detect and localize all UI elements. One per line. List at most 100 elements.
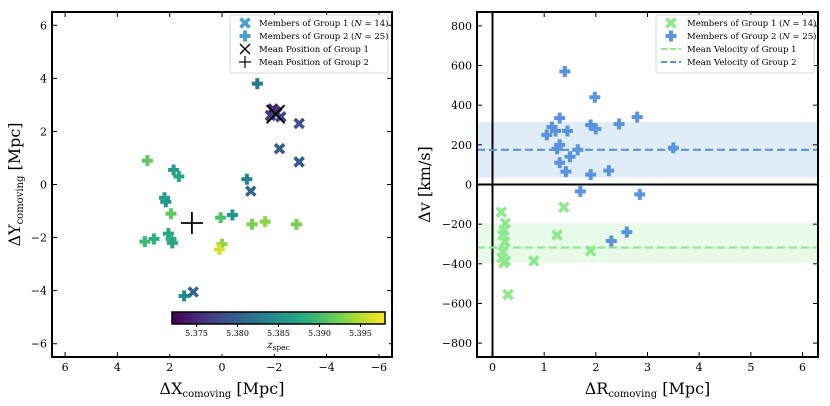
group2-member-marker xyxy=(590,123,602,135)
group1-velocity-band xyxy=(477,223,818,263)
right-ytick-label: −400 xyxy=(442,258,472,271)
group1-member-marker xyxy=(528,255,540,267)
left-ytick-label: 4 xyxy=(40,72,47,85)
right-xtick-label: 4 xyxy=(696,361,703,374)
group2-member-marker xyxy=(667,142,679,154)
left-ytick-label: −4 xyxy=(31,285,47,298)
colorbar-gradient xyxy=(171,311,386,325)
group2-member-marker xyxy=(546,121,558,133)
group2-member-marker xyxy=(226,209,238,221)
right-xtick-label: 2 xyxy=(592,361,599,374)
group1-member-marker xyxy=(499,236,511,248)
group1-member-marker xyxy=(495,206,508,219)
right-legend-box xyxy=(655,14,815,74)
legend-group1-mean-marker xyxy=(239,43,251,55)
legend-group2-label: Members of Group 2 (N = 25) xyxy=(687,31,816,42)
group1-member-marker xyxy=(498,257,510,269)
right-ytick-label: −200 xyxy=(442,218,472,231)
group2-mean-position xyxy=(180,211,203,234)
right-xtick-label: 6 xyxy=(799,361,806,374)
right-xtick-label: 3 xyxy=(644,361,651,374)
group1-member-marker xyxy=(551,229,563,241)
colorbar-tick-label: 5.375 xyxy=(185,329,208,338)
group2-member-marker xyxy=(148,233,160,245)
left-xtick-label: −6 xyxy=(371,361,387,374)
right-ytick-label: 800 xyxy=(451,20,472,33)
group2-member-marker xyxy=(572,144,584,156)
group2-member-marker xyxy=(554,157,566,169)
legend-group2-mean-label: Mean Velocity of Group 2 xyxy=(687,58,797,68)
right-ytick-label: −600 xyxy=(442,297,472,310)
colorbar: 5.375 5.380 5.385 5.390 5.395 zspec xyxy=(168,308,389,354)
right-ytick-label: 600 xyxy=(451,60,472,73)
group1-member-marker xyxy=(187,286,200,298)
left-x-axis-label: ΔXcomoving [Mpc] xyxy=(160,379,285,400)
group2-member-marker xyxy=(246,218,258,230)
group1-member-marker xyxy=(273,142,286,155)
group1-member-marker xyxy=(502,288,514,301)
group1-mean-position xyxy=(265,104,286,124)
legend-group2-mean-label: Mean Position of Group 2 xyxy=(259,58,369,68)
colorbar-tick-label: 5.395 xyxy=(349,329,372,338)
right-ytick-label: 0 xyxy=(465,179,472,192)
group2-member-marker xyxy=(215,212,227,224)
left-ytick-label: 0 xyxy=(40,179,47,192)
group2-member-marker xyxy=(251,78,263,90)
legend-group1-mean-label: Mean Velocity of Group 1 xyxy=(687,45,797,55)
group1-member-marker xyxy=(244,185,257,197)
colorbar-tick-label: 5.385 xyxy=(267,329,290,338)
group2-member-marker xyxy=(158,192,170,204)
left-legend: Members of Group 1 (N = 14) Members of Gr… xyxy=(229,14,389,74)
legend-group2-marker xyxy=(239,30,251,42)
left-xtick-label: 6 xyxy=(62,361,69,374)
legend-group2-label: Members of Group 2 (N = 25) xyxy=(259,31,388,42)
left-legend-box xyxy=(229,14,389,74)
group2-member-marker xyxy=(585,169,597,181)
colorbar-label: zspec xyxy=(266,340,290,352)
group2-member-marker xyxy=(631,111,643,123)
legend-group1-marker xyxy=(665,17,677,29)
group2-member-marker xyxy=(168,164,180,176)
legend-group1-label: Members of Group 1 (N = 14) xyxy=(687,18,816,29)
right-legend: Members of Group 1 (N = 14) Members of Gr… xyxy=(655,14,816,74)
group2-member-marker xyxy=(564,151,576,163)
group2-member-marker xyxy=(603,165,615,177)
group2-member-marker xyxy=(589,91,601,103)
group2-member-marker xyxy=(139,236,151,248)
legend-group2-mean-marker xyxy=(239,56,251,68)
left-xtick-label: 4 xyxy=(114,361,121,374)
left-ytick-label: 6 xyxy=(40,19,47,32)
group2-member-marker xyxy=(259,216,271,228)
group2-member-marker xyxy=(574,185,586,197)
group2-member-marker xyxy=(178,290,190,302)
group2-member-marker xyxy=(165,208,177,220)
group2-member-marker xyxy=(613,118,625,130)
group2-member-marker xyxy=(621,226,633,238)
left-xtick-label: −2 xyxy=(266,361,282,374)
group2-member-marker xyxy=(634,188,646,200)
right-xtick-label: 1 xyxy=(541,361,548,374)
right-xtick-label: 5 xyxy=(747,361,754,374)
right-panel: 0 1 2 3 4 5 6 −800 −600 −400 −200 0 200 400 600 800 ΔRco… xyxy=(415,11,819,400)
colorbar-tick-label: 5.390 xyxy=(308,329,331,338)
left-y-axis-label: ΔYcomoving [Mpc] xyxy=(5,122,26,246)
group2-member-marker xyxy=(173,171,185,183)
group2-member-marker xyxy=(291,218,303,230)
group2-member-marker xyxy=(605,235,617,247)
group2-member-marker xyxy=(559,65,571,77)
group1-member-marker xyxy=(558,201,570,214)
left-ytick-label: −2 xyxy=(31,232,47,245)
left-xtick-label: 0 xyxy=(219,361,226,374)
group2-member-marker xyxy=(554,112,566,124)
right-xtick-label: 0 xyxy=(489,361,496,374)
group1-member-marker xyxy=(275,111,287,123)
group1-member-marker xyxy=(293,156,305,168)
group1-member-marker xyxy=(584,245,597,257)
group2-member-marker xyxy=(166,237,178,249)
right-y-axis-label: Δv [km/s] xyxy=(415,146,434,223)
legend-group1-mean-label: Mean Position of Group 1 xyxy=(259,45,369,55)
legend-group1-label: Members of Group 1 (N = 14) xyxy=(259,18,388,29)
left-ytick-label: −6 xyxy=(31,338,47,351)
group1-member-marker xyxy=(497,229,509,241)
